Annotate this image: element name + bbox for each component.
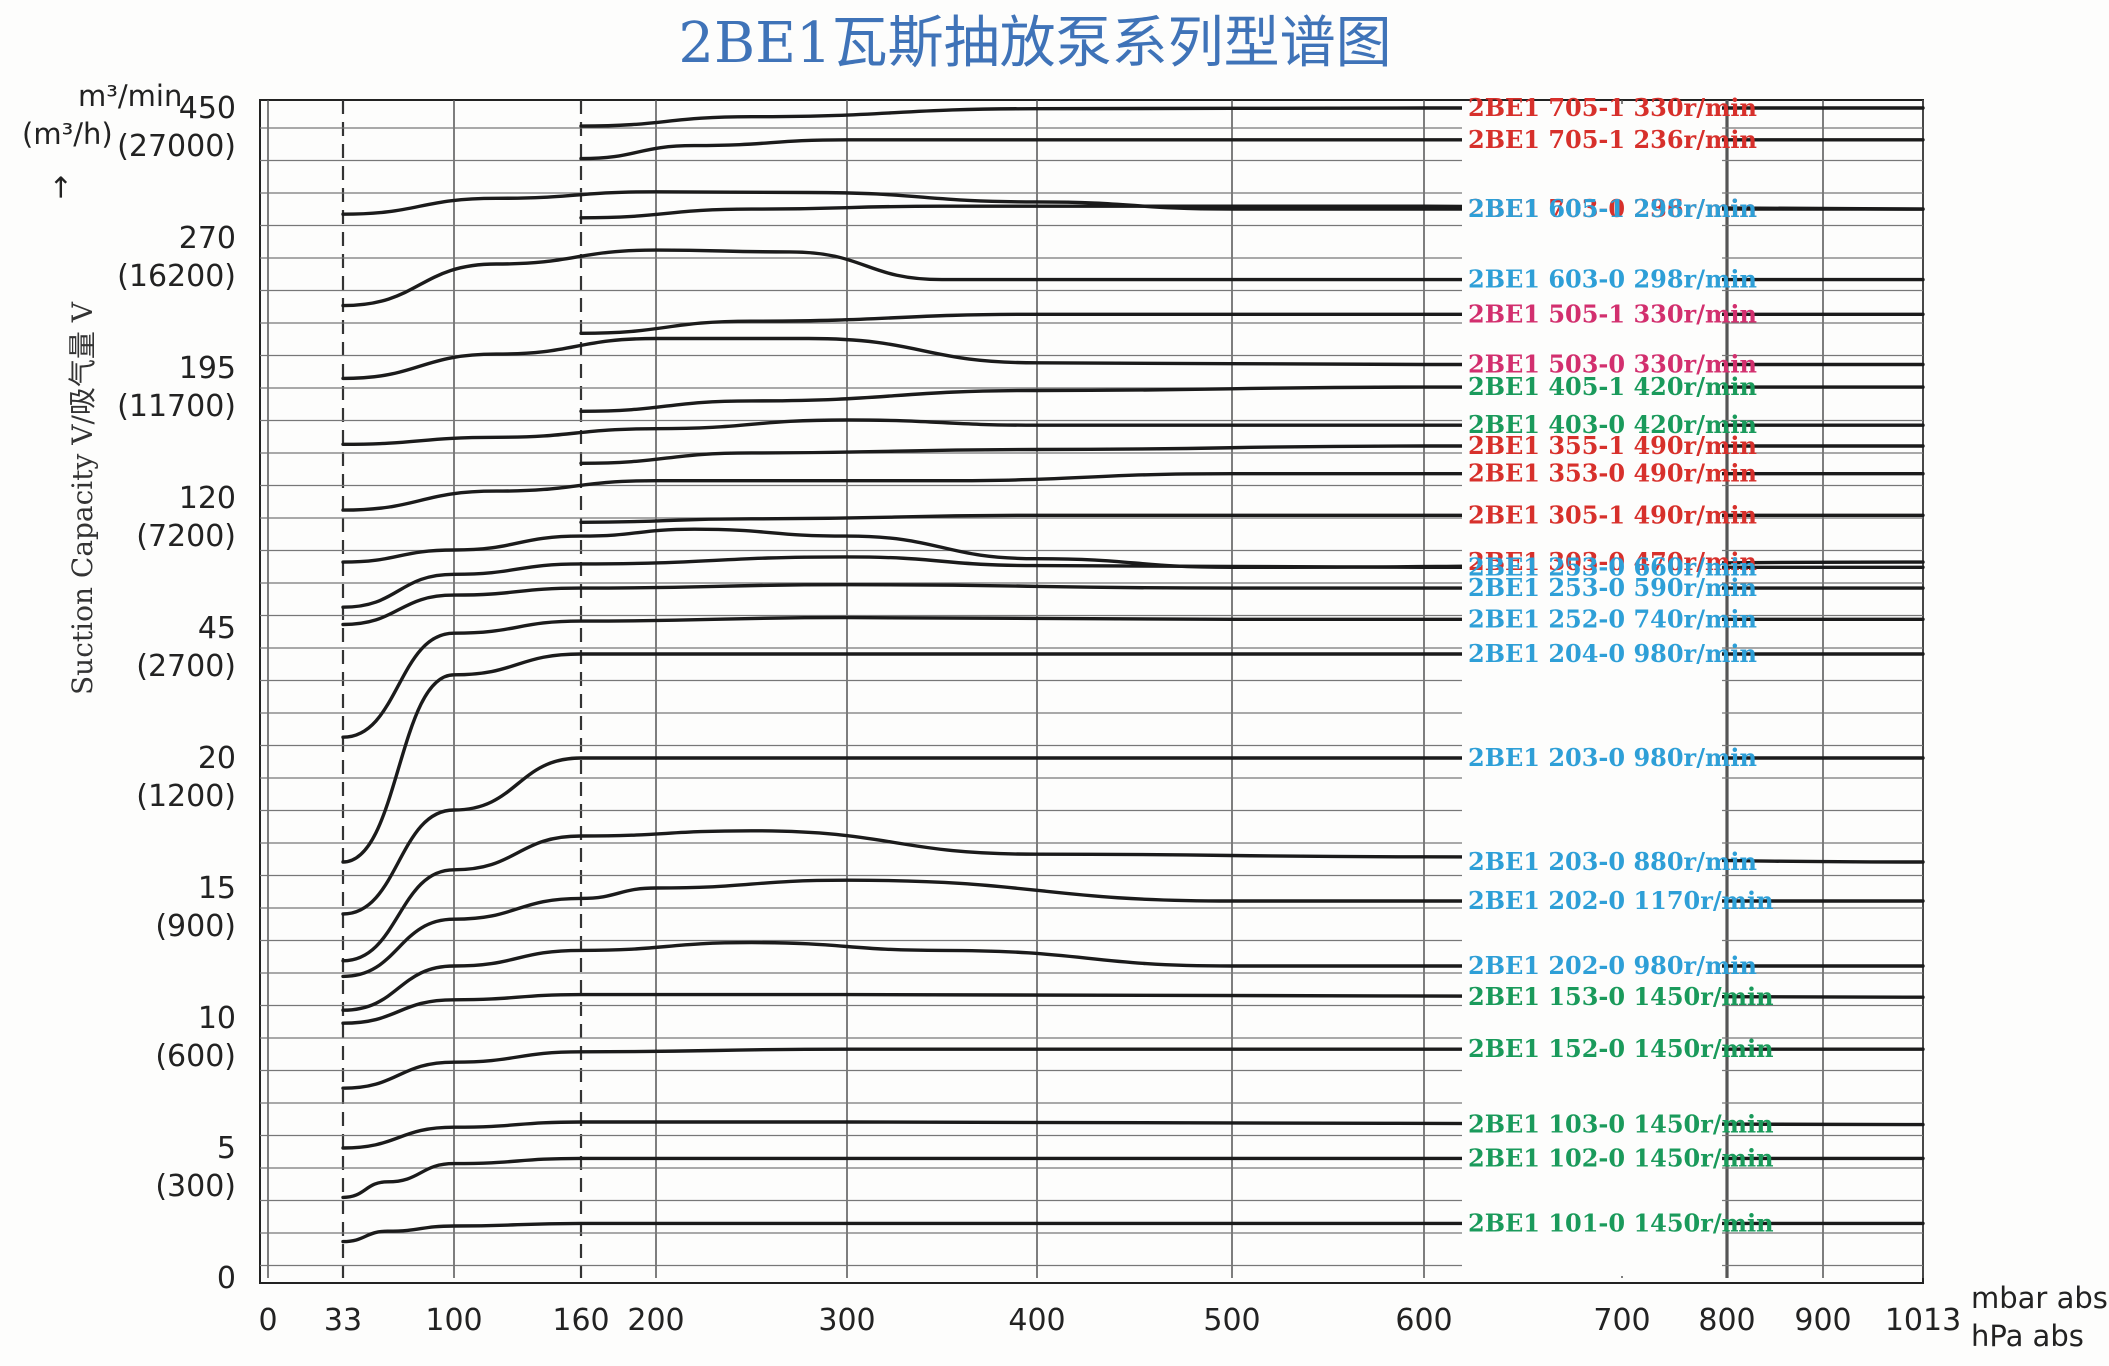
series-curves: [341, 106, 1925, 1244]
chart-title: 2BE1瓦斯抽放泵系列型谱图: [678, 11, 1391, 76]
series-label: 2BE1 705-1 236r/min: [1468, 125, 1757, 154]
series-label: 2BE1 303-0 470r/min: [1468, 547, 1757, 576]
x-tick-label: 600: [1395, 1303, 1452, 1338]
y-tick-labels: 450(27000)270(16200)195(11700)120(7200)4…: [117, 91, 236, 1296]
x-tick-label: 800: [1698, 1303, 1755, 1338]
series-line: [341, 1156, 1925, 1200]
x-tick-label: 0: [258, 1303, 277, 1338]
y-tick-label: 5: [217, 1131, 236, 1166]
y-tick-sublabel: (7200): [136, 519, 236, 554]
y-tick-label: 450: [179, 91, 236, 126]
series-label: 2BE1 405-1 420r/min: [1468, 372, 1757, 401]
series-label: 2BE1 202-0 1170r/min: [1468, 886, 1774, 915]
y-tick-sublabel: (900): [155, 909, 236, 944]
series-label: 2BE1 253-0 590r/min: [1468, 573, 1757, 602]
y-tick-label: 120: [179, 481, 236, 516]
y-tick-label: 195: [179, 351, 236, 386]
series-label: 2BE1 505-1 330r/min: [1468, 299, 1757, 328]
series-label: 2BE1 703-0 236r/min: [1468, 194, 1757, 223]
series-label: 2BE1 353-0 490r/min: [1468, 459, 1757, 488]
y-tick-label: 0: [217, 1261, 236, 1296]
x-tick-label: 1013: [1885, 1303, 1961, 1338]
label-panel: [1462, 104, 1722, 1276]
y-tick-sublabel: (16200): [117, 259, 236, 294]
series-label: 2BE1 103-0 1450r/min: [1468, 1110, 1774, 1139]
series-label: 2BE1 705-1 330r/min: [1468, 93, 1757, 122]
y-tick-label: 20: [198, 741, 236, 776]
x-tick-label: 300: [818, 1303, 875, 1338]
x-tick-label: 200: [627, 1303, 684, 1338]
y-tick-sublabel: (1200): [136, 779, 236, 814]
series-line: [341, 1221, 1925, 1244]
y-tick-label: 15: [198, 871, 236, 906]
y-tick-label: 45: [198, 611, 236, 646]
y-tick-sublabel: (300): [155, 1169, 236, 1204]
y-tick-sublabel: (27000): [117, 129, 236, 164]
x-tick-label: 33: [324, 1303, 362, 1338]
y-tick-sublabel: (2700): [136, 649, 236, 684]
series-label: 2BE1 153-0 1450r/min: [1468, 982, 1774, 1011]
y-tick-label: 270: [179, 221, 236, 256]
series-label: 2BE1 252-0 740r/min: [1468, 604, 1757, 633]
x-tick-label: 160: [552, 1303, 609, 1338]
series-label: 2BE1 305-1 490r/min: [1468, 500, 1757, 529]
series-labels: 2BE1 705-1 330r/min 2BE1 705-1 236r/min 2B…: [1468, 93, 1774, 1237]
series-label: 2BE1 202-0 980r/min: [1468, 951, 1757, 980]
series-label: 2BE1 203-0 880r/min: [1468, 847, 1757, 876]
series-label: 2BE1 253-0 660r/min: [1468, 552, 1757, 581]
y-tick-sublabel: (11700): [117, 389, 236, 424]
series-label: 2BE1 603-0 298r/min: [1468, 265, 1757, 294]
series-label: 2BE1 152-0 1450r/min: [1468, 1034, 1774, 1063]
x-tick-label: 700: [1593, 1303, 1650, 1338]
y-unit-top: m³/min: [78, 79, 182, 113]
series-label: 2BE1 204-0 980r/min: [1468, 639, 1757, 668]
series-label: 2BE1 605-1 298r/min: [1468, 194, 1757, 223]
x-tick-label: 400: [1008, 1303, 1065, 1338]
series-label: 2BE1 503-0 330r/min: [1468, 350, 1757, 379]
y-tick-label: 10: [198, 1001, 236, 1036]
x-unit-top: mbar abs: [1971, 1281, 2108, 1315]
series-label: 2BE1 101-0 1450r/min: [1468, 1208, 1774, 1237]
y-axis-arrow: →: [43, 175, 77, 199]
series-label: 2BE1 355-1 490r/min: [1468, 431, 1757, 460]
x-unit-bottom: hPa abs: [1971, 1319, 2084, 1353]
x-tick-label: 500: [1203, 1303, 1260, 1338]
series-label: 2BE1 203-0 980r/min: [1468, 743, 1757, 772]
series-label: 2BE1 403-0 420r/min: [1468, 410, 1757, 439]
x-tick-labels: 0 33 100 160 200 300 400 500 600 700 800 900 1013: [258, 1303, 1961, 1338]
y-tick-sublabel: (600): [155, 1039, 236, 1074]
series-label: 2BE1 102-0 1450r/min: [1468, 1143, 1774, 1172]
y-unit-bottom: (m³/h): [22, 117, 113, 151]
y-axis-label: Suction Capacity V/吸气量 V: [66, 301, 99, 695]
x-tick-label: 100: [425, 1303, 482, 1338]
x-tick-label: 900: [1794, 1303, 1851, 1338]
